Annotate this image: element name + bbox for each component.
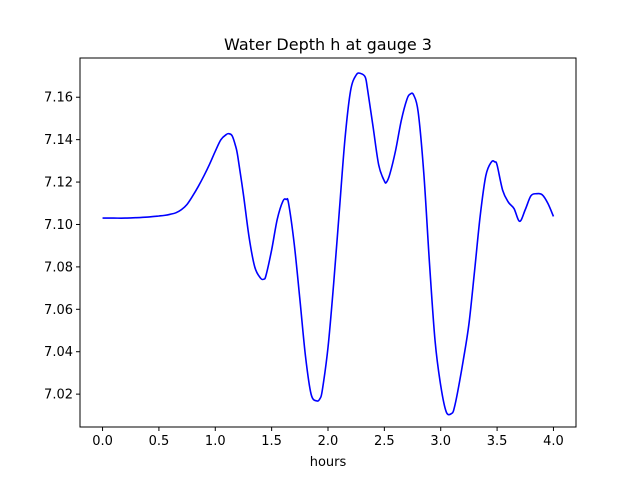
x-tick-label: 1.5 <box>261 434 282 449</box>
x-axis-label: hours <box>310 455 347 470</box>
x-tick-label: 2.0 <box>318 434 339 449</box>
y-tick-label: 7.06 <box>44 303 73 318</box>
x-tick-label: 1.0 <box>205 434 226 449</box>
y-tick-label: 7.02 <box>44 388 73 403</box>
x-tick-label: 0.5 <box>149 434 170 449</box>
y-tick-label: 7.08 <box>44 260 73 275</box>
x-tick-label: 3.0 <box>430 434 451 449</box>
x-tick-label: 4.0 <box>543 434 564 449</box>
x-tick-label: 3.5 <box>487 434 508 449</box>
chart-title: Water Depth h at gauge 3 <box>224 35 432 54</box>
y-tick-label: 7.14 <box>44 133 73 148</box>
x-tick-label: 0.0 <box>92 434 113 449</box>
plot-area <box>80 58 576 427</box>
y-tick-label: 7.10 <box>44 218 73 233</box>
y-tick-label: 7.12 <box>44 176 73 191</box>
x-axis: 0.0 0.5 1.0 1.5 2.0 2.5 3.0 3.5 4.0 <box>92 427 564 449</box>
x-tick-label: 2.5 <box>374 434 395 449</box>
plot-frame <box>79 57 577 428</box>
y-tick-label: 7.04 <box>44 345 73 360</box>
y-tick-label: 7.16 <box>44 91 73 106</box>
y-axis: 7.02 7.04 7.06 7.08 7.10 7.12 7.14 7.16 <box>44 91 80 403</box>
series-layer <box>102 72 555 416</box>
water-depth-series-line <box>102 72 555 416</box>
